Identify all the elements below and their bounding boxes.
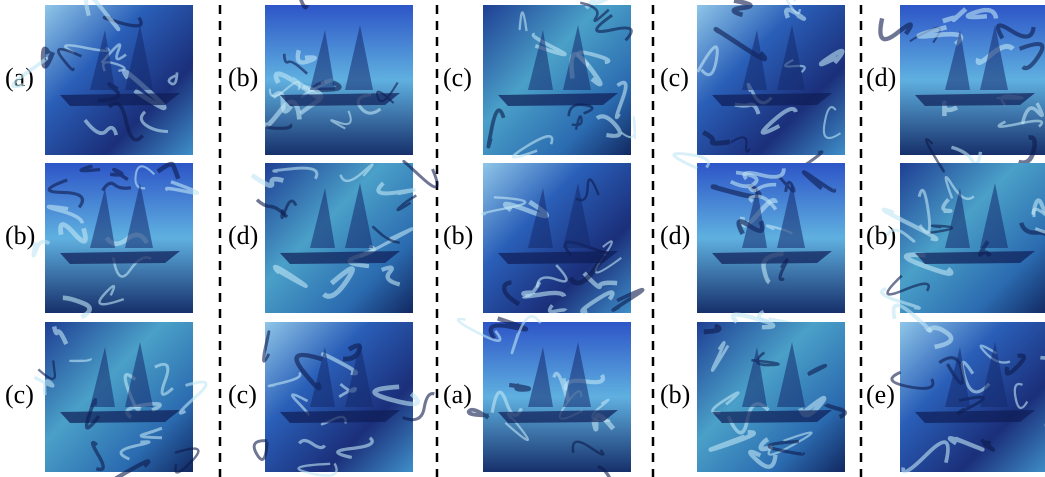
ship-hull [712, 93, 832, 106]
stylized-image [892, 305, 1045, 472]
stylized-image [882, 139, 1045, 313]
ship-hull [498, 251, 618, 264]
ship-hull [60, 93, 180, 106]
stylized-image [482, 163, 643, 313]
image-background [900, 5, 1045, 155]
image-background [483, 5, 631, 155]
ship-hull [712, 251, 832, 264]
panel-label: (b) [5, 221, 35, 250]
panel-label: (b) [866, 221, 896, 250]
stylized-image [35, 322, 206, 477]
panel-label: (c) [443, 63, 472, 92]
stylized-image [697, 0, 845, 177]
panel-label: (c) [660, 63, 689, 92]
ship-hull [712, 410, 832, 423]
stylized-image [880, 5, 1045, 164]
stylized-image [483, 0, 635, 157]
stylized-image [674, 154, 845, 324]
image-background [45, 322, 193, 472]
ship-hull [280, 410, 400, 423]
stylized-image [34, 163, 198, 317]
ship-hull [915, 410, 1035, 423]
ship-hull [498, 410, 618, 423]
panel-label: (e) [866, 380, 895, 409]
image-background [265, 5, 413, 155]
ship-hull [60, 410, 180, 423]
panel-label: (b) [443, 221, 473, 250]
ship-hull [915, 251, 1035, 264]
panel-label: (d) [228, 221, 258, 250]
panel-label: (b) [228, 63, 258, 92]
ship-hull [280, 93, 400, 106]
panel-label: (a) [443, 380, 472, 409]
ship-hull [498, 93, 618, 106]
image-background [697, 5, 845, 155]
stylized-image [265, 0, 413, 155]
image-background [900, 163, 1045, 313]
stylized-image [697, 315, 845, 472]
figure: (a)(b)(c)(b)(d)(c)(c)(b)(a)(c)(d)(b)(d)(… [0, 0, 1045, 477]
panel-label: (d) [660, 221, 690, 250]
panel-label: (b) [660, 380, 690, 409]
stylized-image [254, 322, 434, 476]
ship-hull [280, 251, 400, 264]
stylized-image [252, 161, 437, 313]
ship-hull [915, 93, 1035, 106]
ship-hull [60, 251, 180, 264]
panel-label: (c) [5, 380, 34, 409]
image-background [45, 163, 193, 313]
panel-label: (c) [228, 380, 257, 409]
stylized-image [458, 316, 631, 477]
stylized-image [13, 0, 193, 155]
panel-label: (d) [866, 63, 896, 92]
